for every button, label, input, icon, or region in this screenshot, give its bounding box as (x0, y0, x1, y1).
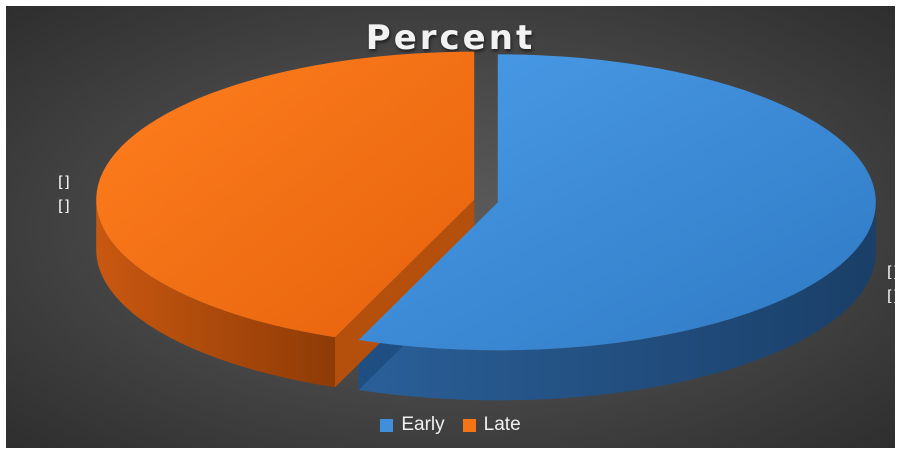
data-label-early-line-1: [] (887, 263, 895, 281)
pie-side-early (358, 202, 876, 401)
legend-item-early[interactable]: Early (380, 414, 445, 436)
legend-label-late: Late (483, 414, 521, 435)
pie-side-late (96, 199, 336, 388)
chart-title: Percent (365, 18, 536, 58)
legend-label-early: Early (401, 414, 445, 435)
legend-item-late[interactable]: Late (462, 414, 521, 436)
legend-swatch-early (380, 418, 394, 432)
pie-slice-early[interactable] (358, 54, 876, 351)
legend-swatch-late (462, 418, 476, 432)
data-label-late-line-2: [] (58, 197, 70, 215)
chart-area: Percent [] [] [] [] Early (6, 6, 895, 448)
pie-chart: [] [] [] [] (58, 51, 895, 401)
pie-slice-late[interactable] (96, 51, 475, 338)
data-label-early-line-2: [] (887, 287, 895, 305)
legend: Early Late (6, 414, 895, 436)
data-label-late-line-1: [] (58, 173, 70, 191)
